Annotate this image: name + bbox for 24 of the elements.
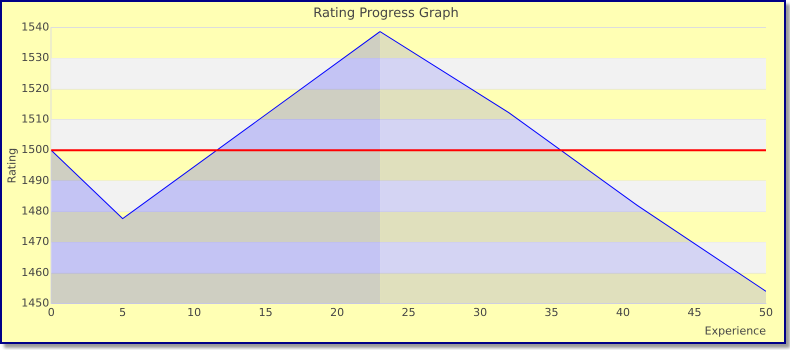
y-tick-label: 1460 — [21, 266, 50, 279]
y-tick-label: 1530 — [21, 51, 50, 64]
y-tick-label: 1450 — [21, 296, 50, 310]
x-tick-label: 0 — [48, 306, 55, 320]
x-tick-label: 50 — [759, 306, 773, 320]
y-tick-label: 1520 — [21, 82, 50, 95]
y-tick-label: 1480 — [21, 204, 50, 218]
x-axis-title: Experience — [704, 324, 766, 338]
y-tick-label: 1510 — [21, 112, 50, 126]
y-tick-label: 1490 — [21, 174, 50, 187]
y-tick-label: 1470 — [21, 235, 50, 248]
x-tick-label: 40 — [616, 306, 630, 320]
x-tick-label: 35 — [544, 306, 559, 320]
y-tick-label: 1500 — [21, 143, 50, 156]
x-tick-label: 10 — [187, 306, 202, 320]
x-tick-label: 25 — [402, 306, 416, 320]
x-tick-label: 5 — [119, 306, 126, 320]
x-tick-label: 15 — [258, 306, 273, 320]
x-tick-label: 30 — [473, 306, 488, 320]
y-axis-title: Rating — [5, 148, 18, 184]
chart-title: Rating Progress Graph — [313, 6, 459, 22]
y-tick-label: 1540 — [21, 20, 50, 34]
x-tick-label: 45 — [688, 306, 702, 320]
x-tick-label: 20 — [330, 306, 344, 320]
